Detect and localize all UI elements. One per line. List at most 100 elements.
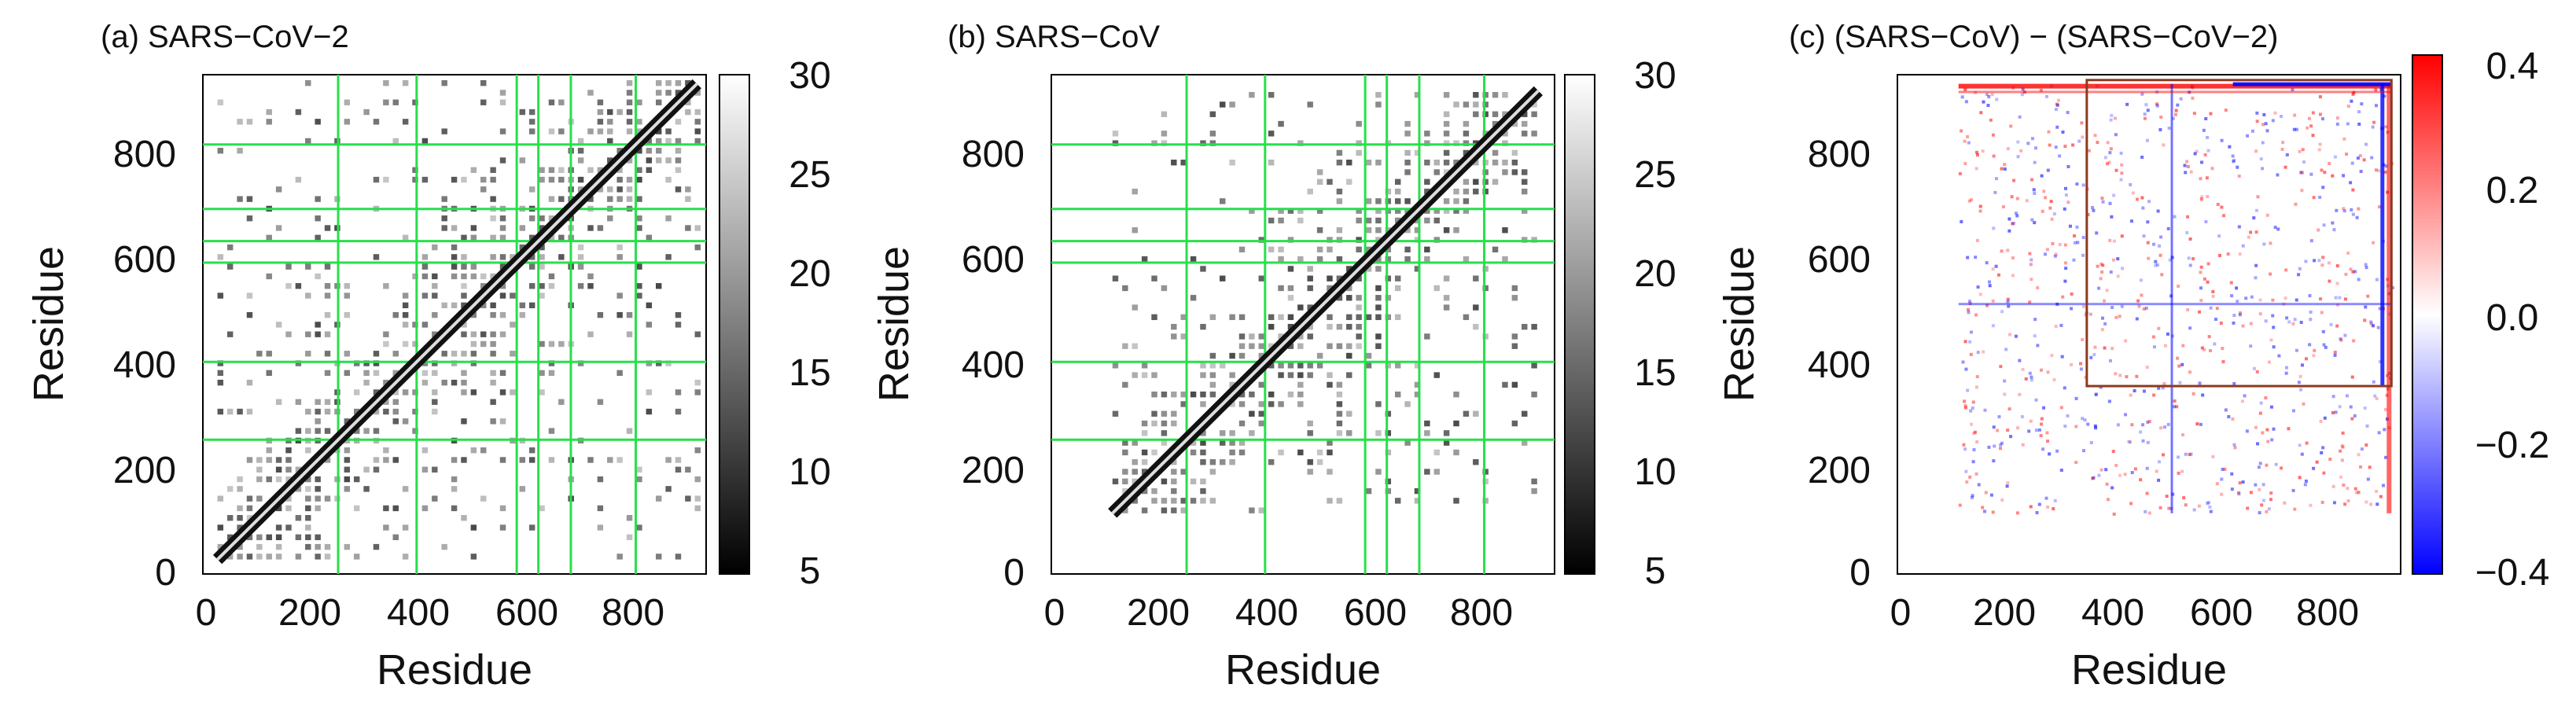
contact-cell (285, 524, 292, 531)
diff-cell (2265, 510, 2269, 513)
diff-cell (2133, 389, 2136, 393)
contact-cell (1287, 323, 1294, 330)
contact-cell (1531, 111, 1537, 117)
contact-cell (432, 408, 438, 415)
contact-cell (1531, 237, 1537, 243)
diff-cell (1986, 104, 1990, 108)
contact-cell (626, 157, 633, 164)
diff-cell (2036, 285, 2040, 289)
diff-cell (2201, 393, 2205, 397)
diff-cell (2018, 392, 2022, 396)
contact-cell (344, 99, 351, 105)
diff-cell (2300, 452, 2304, 456)
diff-stripe-h (1958, 303, 2392, 306)
contact-cell (226, 331, 234, 337)
contact-cell (1385, 362, 1392, 369)
diff-cell (1958, 503, 1962, 507)
contact-cell (1433, 237, 1440, 243)
diff-cell (2162, 453, 2166, 457)
diff-cell (2346, 487, 2350, 491)
contact-cell (451, 379, 458, 386)
diff-cell (2345, 394, 2349, 398)
diff-cell (2120, 171, 2124, 175)
diff-cell (2238, 313, 2242, 317)
contact-cell (1258, 343, 1265, 349)
contact-cell (315, 196, 321, 202)
diff-cell (1978, 209, 1982, 213)
contact-cell (1171, 410, 1177, 417)
contact-cell (675, 138, 682, 145)
diff-cell (2272, 427, 2276, 431)
diff-cell (2155, 469, 2158, 473)
diff-edge-blue (2232, 82, 2392, 86)
contact-cell (1385, 208, 1392, 214)
diff-cell (2114, 133, 2118, 137)
contact-cell (1180, 498, 1187, 504)
diff-cell (2033, 334, 2037, 338)
contact-cell (354, 505, 360, 512)
contact-cell (636, 128, 642, 134)
diff-cell (2241, 324, 2245, 328)
diff-cell (2195, 422, 2199, 426)
diff-cell (2270, 438, 2274, 442)
contact-cell (1258, 381, 1265, 388)
contact-cell (1258, 410, 1265, 417)
contact-cell (694, 447, 701, 454)
diff-cell (2339, 338, 2343, 342)
diff-cell (2136, 299, 2140, 303)
diff-cell (2173, 215, 2177, 219)
contact-cell (1404, 440, 1411, 446)
contact-cell (1327, 469, 1333, 475)
contact-cell (1346, 178, 1352, 185)
contact-cell (616, 167, 623, 173)
contact-cell (1209, 381, 1216, 388)
diff-cell (1969, 330, 1973, 334)
contact-cell (305, 351, 311, 357)
contact-cell (1375, 266, 1382, 272)
contact-cell (1229, 430, 1235, 436)
diff-cell (2304, 259, 2308, 263)
contact-cell (1161, 430, 1168, 436)
contact-cell (1531, 478, 1537, 484)
diff-cell (2241, 480, 2245, 484)
diff-cell (2006, 481, 2010, 485)
diff-cell (2218, 253, 2222, 257)
contact-cell (1443, 440, 1450, 446)
contact-cell (1482, 169, 1489, 175)
contact-cell (1278, 208, 1284, 214)
contact-cell (1180, 507, 1187, 513)
contact-cell (597, 186, 604, 193)
contact-cell (402, 311, 409, 318)
contact-cell (1238, 333, 1246, 340)
contact-cell (528, 109, 535, 116)
contact-cell (305, 505, 311, 512)
contact-cell (256, 495, 263, 502)
diff-cell (2274, 462, 2278, 466)
contact-cell (1443, 131, 1450, 137)
diff-cell (2363, 407, 2367, 410)
contact-cell (315, 543, 321, 550)
contact-cell (694, 119, 701, 125)
contact-cell (548, 176, 555, 183)
contact-cell (1385, 410, 1392, 417)
contact-cell (1316, 459, 1323, 465)
contact-cell (1122, 507, 1128, 513)
contact-cell (275, 399, 282, 405)
contact-cell (646, 322, 653, 328)
diff-cell (2283, 165, 2287, 169)
contact-cell (1151, 420, 1157, 427)
contact-cell (1307, 459, 1313, 465)
diff-cell (1985, 261, 1989, 265)
diff-cell (2106, 498, 2110, 502)
diff-cell (2092, 353, 2096, 357)
diff-cell (2177, 364, 2181, 368)
contact-cell (1433, 160, 1440, 166)
diff-cell (2256, 442, 2260, 446)
contact-cell (616, 311, 623, 318)
diff-cell (2300, 363, 2304, 367)
diff-cell (2063, 243, 2067, 247)
diff-cell (2113, 116, 2117, 120)
diff-cell (2025, 199, 2029, 203)
diff-cell (2309, 318, 2313, 322)
diff-cell (2042, 406, 2046, 410)
